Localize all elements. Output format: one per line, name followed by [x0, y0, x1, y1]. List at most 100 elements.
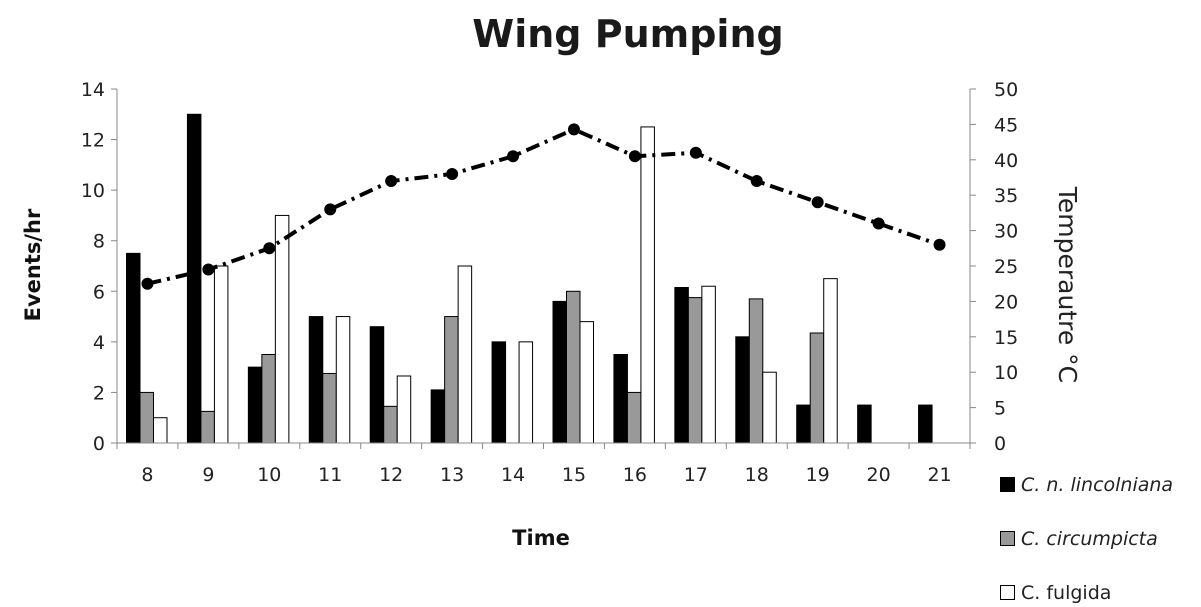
y2-tick-label: 0: [994, 433, 1006, 455]
bar-fulgida: [274, 214, 290, 444]
x-tick-label: 14: [501, 464, 525, 486]
bar-fulgida: [335, 316, 351, 444]
temperature-point: [750, 175, 763, 188]
right-axis-ticks: 0 5 10 15 20 25 30 35 40 45 50: [970, 79, 1018, 455]
bar-circumpicta: [200, 410, 215, 444]
x-tick-label: 13: [440, 464, 464, 486]
y-tick-label: 8: [93, 231, 105, 253]
bar-circumpicta: [626, 391, 642, 444]
bar-lincolniana: [613, 354, 628, 444]
y2-tick-label: 35: [994, 185, 1018, 207]
x-tick-label: 11: [318, 464, 342, 486]
legend-label: C. circumpicta: [1021, 527, 1158, 550]
bar-circumpicta: [139, 391, 154, 444]
y-tick-label: 10: [81, 180, 105, 202]
x-tick-label: 15: [562, 464, 586, 486]
bar-fulgida: [823, 278, 838, 444]
bar-circumpicta: [687, 297, 703, 444]
legend-swatch-black: [1000, 477, 1015, 492]
temperature-point: [689, 146, 702, 159]
x-axis-title: Time: [512, 526, 570, 550]
bar-lincolniana: [126, 252, 141, 444]
x-axis-ticks: 8 9 10 11 12 13 14 15 16 17 18 19 20 21: [116, 443, 971, 486]
temperature-point: [933, 238, 946, 251]
left-axis-ticks: 0 2 4 6 8 10 12 14: [81, 79, 117, 455]
bar-series: [126, 113, 933, 444]
x-tick-label: 16: [623, 464, 647, 486]
bar-fulgida: [701, 285, 716, 444]
y-tick-label: 0: [93, 433, 105, 455]
bar-lincolniana: [369, 326, 385, 444]
bar-fulgida: [762, 371, 777, 444]
legend-label: C. n. lincolniana: [1021, 473, 1174, 496]
y2-axis-title: Temperautre °C: [1053, 186, 1082, 383]
y-tick-label: 14: [81, 79, 105, 101]
temperature-series: [141, 123, 946, 290]
bar-lincolniana: [796, 404, 811, 444]
y2-tick-label: 40: [994, 150, 1018, 172]
bar-circumpicta: [748, 298, 764, 444]
x-tick-label: 18: [745, 464, 769, 486]
x-tick-label: 17: [684, 464, 708, 486]
temperature-point: [507, 150, 520, 163]
bar-lincolniana: [918, 404, 933, 444]
temperature-point: [811, 196, 824, 209]
bar-fulgida: [518, 341, 534, 444]
legend: C. n. lincolniana C. circumpicta C. fulg…: [1000, 470, 1173, 607]
temperature-line: [147, 127, 941, 286]
y2-tick-label: 15: [994, 327, 1018, 349]
y2-tick-label: 10: [994, 362, 1018, 384]
bar-fulgida: [213, 265, 229, 444]
bar-lincolniana: [857, 404, 872, 444]
legend-item-circumpicta: C. circumpicta: [1000, 524, 1173, 553]
y-tick-label: 4: [93, 332, 105, 354]
legend-item-fulgida: C. fulgida: [1000, 578, 1173, 607]
x-tick-label: 20: [867, 464, 891, 486]
y2-tick-label: 30: [994, 221, 1018, 243]
bar-fulgida: [396, 375, 412, 444]
y-axis-title: Events/hr: [21, 208, 45, 321]
x-tick-label: 8: [141, 464, 153, 486]
bar-circumpicta: [322, 372, 337, 444]
bar-circumpicta: [444, 316, 459, 444]
bar-lincolniana: [430, 389, 446, 444]
bar-fulgida: [457, 265, 473, 444]
y-tick-label: 2: [93, 382, 105, 404]
y2-tick-label: 5: [994, 398, 1006, 420]
y2-tick-label: 50: [994, 79, 1018, 101]
bar-lincolniana: [735, 336, 750, 444]
wing-pumping-chart: Wing Pumping 0 2 4 6 8 10 12 14 0 5 10 15 20 25 30 35 4…: [21, 12, 1082, 550]
chart-title: Wing Pumping: [472, 12, 783, 56]
temperature-point: [872, 217, 885, 230]
x-tick-label: 10: [257, 464, 281, 486]
bar-fulgida: [579, 321, 594, 444]
temperature-point: [446, 167, 459, 180]
temperature-point: [263, 242, 276, 255]
temperature-point: [567, 123, 580, 136]
legend-swatch-white: [1000, 585, 1015, 600]
bar-lincolniana: [186, 113, 202, 444]
bar-circumpicta: [261, 354, 276, 444]
y-tick-label: 6: [93, 281, 105, 303]
bar-fulgida: [640, 126, 655, 444]
x-tick-label: 12: [379, 464, 403, 486]
y2-tick-label: 45: [994, 114, 1018, 136]
bar-circumpicta: [809, 332, 825, 444]
legend-label: C. fulgida: [1021, 581, 1112, 604]
temperature-point: [202, 263, 215, 276]
x-tick-label: 9: [202, 464, 214, 486]
bar-lincolniana: [552, 300, 567, 444]
y2-tick-label: 25: [994, 256, 1018, 278]
x-tick-label: 21: [927, 464, 951, 486]
temperature-point: [628, 150, 641, 163]
bar-circumpicta: [383, 405, 398, 444]
bar-lincolniana: [491, 341, 507, 444]
bar-lincolniana: [247, 366, 263, 444]
temperature-point: [385, 175, 398, 188]
bar-lincolniana: [308, 316, 324, 444]
x-tick-label: 19: [806, 464, 830, 486]
y2-tick-label: 20: [994, 291, 1018, 313]
bar-fulgida: [153, 417, 168, 444]
temperature-point: [141, 277, 154, 290]
bar-circumpicta: [566, 290, 581, 444]
